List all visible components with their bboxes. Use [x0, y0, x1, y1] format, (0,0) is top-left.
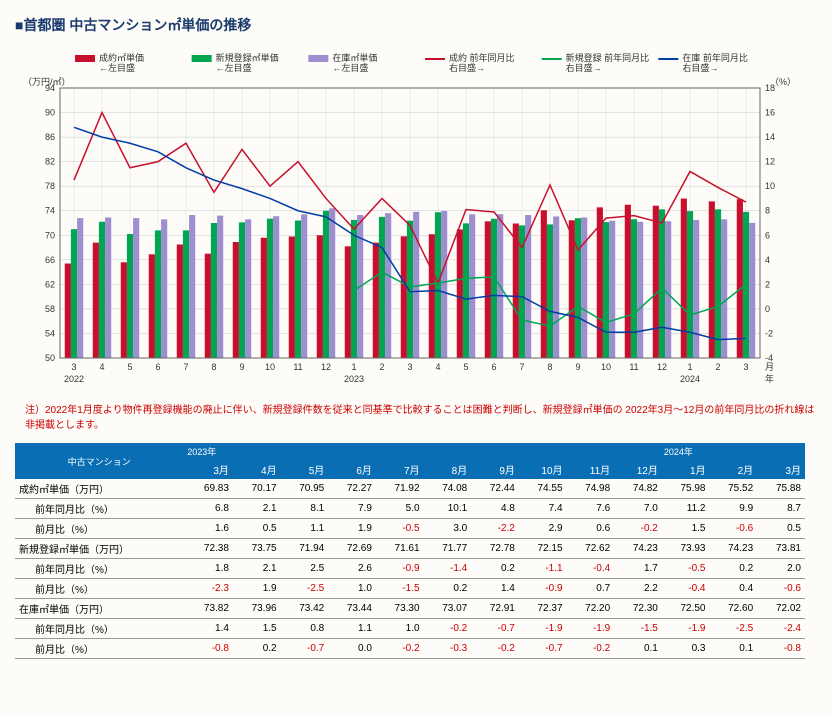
svg-text:2023: 2023	[344, 374, 364, 384]
svg-text:（万円/㎡）: （万円/㎡）	[23, 77, 71, 87]
svg-text:在庫㎡単価: 在庫㎡単価	[332, 52, 377, 63]
svg-text:4: 4	[765, 255, 770, 265]
svg-text:（%）: （%）	[770, 77, 796, 87]
svg-text:12: 12	[765, 157, 775, 167]
svg-text:2022: 2022	[64, 374, 84, 384]
svg-text:10: 10	[765, 181, 775, 191]
svg-text:12: 12	[321, 362, 331, 372]
svg-text:54: 54	[45, 328, 55, 338]
svg-text:8: 8	[765, 206, 770, 216]
svg-text:12: 12	[657, 362, 667, 372]
svg-text:1: 1	[351, 362, 356, 372]
svg-text:右目盛→: 右目盛→	[449, 62, 485, 73]
svg-text:月: 月	[765, 362, 774, 372]
svg-text:10: 10	[601, 362, 611, 372]
svg-text:←左目盛: ←左目盛	[216, 62, 252, 73]
svg-text:2024: 2024	[680, 374, 700, 384]
svg-text:90: 90	[45, 108, 55, 118]
svg-text:年: 年	[765, 373, 774, 384]
svg-text:4: 4	[435, 362, 440, 372]
chart-area: 505458626670747882869094-4-2024681012141…	[15, 43, 805, 393]
svg-text:82: 82	[45, 157, 55, 167]
svg-text:成約 前年同月比: 成約 前年同月比	[449, 52, 515, 63]
svg-text:新規登録㎡単価: 新規登録㎡単価	[216, 52, 279, 63]
svg-text:成約㎡単価: 成約㎡単価	[99, 52, 144, 63]
svg-text:2: 2	[715, 362, 720, 372]
svg-text:2: 2	[765, 279, 770, 289]
svg-text:在庫 前年同月比: 在庫 前年同月比	[682, 52, 748, 63]
svg-text:16: 16	[765, 108, 775, 118]
svg-text:2: 2	[379, 362, 384, 372]
svg-text:6: 6	[155, 362, 160, 372]
svg-text:70: 70	[45, 230, 55, 240]
svg-text:58: 58	[45, 304, 55, 314]
svg-text:86: 86	[45, 132, 55, 142]
svg-text:新規登録 前年同月比: 新規登録 前年同月比	[566, 52, 650, 63]
svg-text:9: 9	[239, 362, 244, 372]
svg-text:6: 6	[765, 230, 770, 240]
svg-text:11: 11	[629, 362, 638, 372]
svg-text:74: 74	[45, 206, 55, 216]
svg-text:8: 8	[211, 362, 216, 372]
svg-text:←左目盛: ←左目盛	[332, 62, 368, 73]
svg-text:6: 6	[491, 362, 496, 372]
svg-text:3: 3	[407, 362, 412, 372]
svg-text:1: 1	[687, 362, 692, 372]
svg-text:9: 9	[575, 362, 580, 372]
svg-text:右目盛→: 右目盛→	[682, 62, 718, 73]
svg-text:右目盛→: 右目盛→	[566, 62, 602, 73]
data-table: 中古マンション2023年2024年3月4月5月6月7月8月9月10月11月12月…	[15, 443, 805, 659]
svg-text:5: 5	[463, 362, 468, 372]
svg-text:3: 3	[743, 362, 748, 372]
svg-text:62: 62	[45, 279, 55, 289]
svg-text:11: 11	[293, 362, 302, 372]
svg-text:8: 8	[547, 362, 552, 372]
note-text: 2022年1月度より物件再登録機能の廃止に伴い、新規登録件数を従来と同基準で比較…	[25, 405, 814, 431]
svg-text:3: 3	[71, 362, 76, 372]
svg-text:78: 78	[45, 181, 55, 191]
svg-text:10: 10	[265, 362, 275, 372]
chart-note: 注）2022年1月度より物件再登録機能の廃止に伴い、新規登録件数を従来と同基準で…	[25, 403, 817, 433]
svg-text:7: 7	[183, 362, 188, 372]
chart-title: ■首都圏 中古マンション㎡単価の推移	[15, 15, 817, 35]
svg-text:4: 4	[99, 362, 104, 372]
svg-text:←左目盛: ←左目盛	[99, 62, 135, 73]
svg-text:50: 50	[45, 353, 55, 363]
svg-text:7: 7	[519, 362, 524, 372]
svg-text:5: 5	[127, 362, 132, 372]
svg-text:66: 66	[45, 255, 55, 265]
svg-text:-2: -2	[765, 328, 773, 338]
svg-text:0: 0	[765, 304, 770, 314]
svg-text:14: 14	[765, 132, 775, 142]
